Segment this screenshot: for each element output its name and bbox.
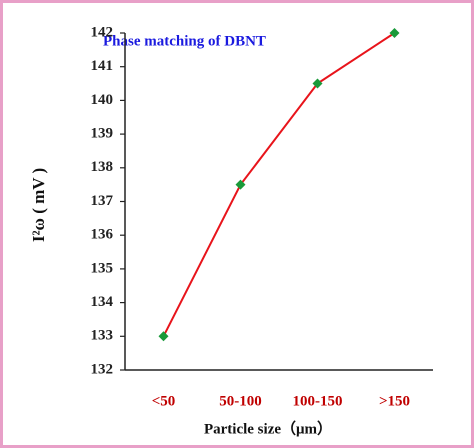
y-tick-label: 141 [91, 58, 114, 74]
y-tick-label: 140 [91, 92, 114, 108]
y-tick-label: 132 [91, 361, 114, 377]
y-tick-label: 139 [91, 126, 114, 142]
x-tick-label: 100-150 [293, 393, 343, 409]
marker [389, 28, 400, 38]
y-tick-label: 136 [91, 227, 114, 243]
marker [158, 331, 169, 342]
x-tick-label: >150 [379, 393, 410, 409]
y-tick-label: 138 [91, 159, 114, 175]
y-tick-label: 142 [91, 24, 114, 40]
y-tick-label: 137 [91, 193, 114, 209]
y-tick-label: 135 [91, 260, 114, 276]
x-axis-label: Particle size（μm） [204, 419, 332, 437]
y-tick-label: 134 [91, 294, 114, 310]
marker [312, 78, 323, 89]
line [162, 32, 396, 337]
y-axis-label: I²ω ( mV ) [29, 168, 48, 242]
marker [235, 179, 246, 190]
y-tick-label: 133 [91, 328, 114, 344]
x-tick-label: 50-100 [219, 393, 262, 409]
x-tick-label: <50 [152, 393, 176, 409]
chart-title: Phase matching of DBNT [103, 33, 266, 49]
